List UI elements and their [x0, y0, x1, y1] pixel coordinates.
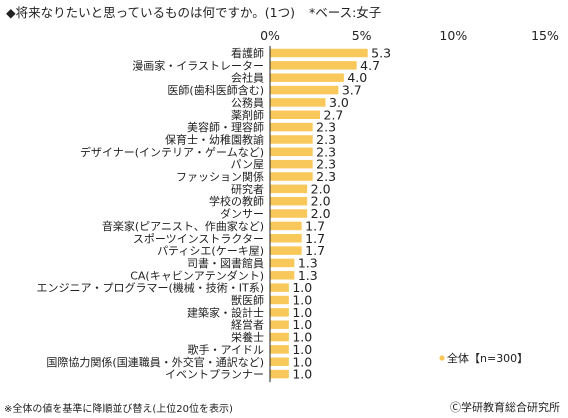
bar — [270, 308, 289, 317]
value-label: 1.0 — [292, 342, 312, 357]
category-label: パン屋 — [230, 158, 264, 171]
value-label: 2.3 — [316, 169, 336, 184]
bar — [270, 48, 368, 58]
category-label: スポーツインストラクター — [133, 232, 264, 245]
x-tick-label: 0% — [260, 28, 280, 43]
category-label: 獣医師 — [231, 293, 264, 307]
category-label: イベントプランナー — [165, 368, 264, 381]
value-label: 2.0 — [311, 181, 331, 196]
category-label: 会社員 — [231, 71, 264, 85]
value-label: 3.0 — [329, 95, 349, 110]
bar — [270, 122, 313, 132]
category-label: デザイナー(インテリア・ゲームなど) — [80, 145, 264, 159]
legend-marker — [439, 355, 445, 361]
value-label: 1.7 — [305, 243, 325, 258]
bar — [270, 85, 339, 95]
bar — [270, 135, 313, 144]
bar — [270, 98, 326, 107]
legend-label: 全体【n=300】 — [447, 351, 528, 365]
value-label: 2.3 — [316, 144, 336, 159]
bar — [270, 283, 289, 292]
bar — [270, 246, 302, 255]
category-label: 国際協力関係(国連職員・外交官・通訳など) — [46, 355, 264, 369]
bar — [270, 357, 289, 366]
value-label: 2.0 — [311, 206, 331, 221]
value-label: 2.7 — [324, 107, 344, 122]
bar — [270, 159, 313, 169]
bar — [270, 61, 357, 70]
category-label: 薬剤師 — [231, 108, 264, 122]
value-label: 2.3 — [316, 132, 336, 147]
value-label: 2.3 — [316, 120, 336, 135]
value-label: 4.7 — [360, 58, 380, 73]
x-tick-label: 15% — [531, 28, 559, 43]
footnote: ※全体の値を基準に降順並び替え(上位20位を表示) — [4, 404, 233, 415]
bar — [270, 345, 289, 354]
category-label: 学校の教師 — [209, 194, 264, 208]
category-label: 美容師・理容師 — [187, 120, 264, 134]
category-label: 歌手・アイドル — [188, 342, 264, 356]
bar — [270, 369, 289, 379]
value-label: 1.3 — [298, 268, 318, 283]
category-label: 栄養士 — [231, 330, 264, 344]
bar — [270, 110, 320, 119]
category-label: 建築家・設計士 — [187, 305, 264, 319]
value-label: 1.0 — [292, 330, 312, 345]
bar — [270, 258, 295, 268]
chart-title-row: ◆将来なりたいと思っているものは何ですか。(1つ) *ベース:女子 — [6, 5, 562, 21]
category-label: 公務員 — [231, 95, 264, 109]
bar — [270, 320, 289, 329]
category-label: 研究者 — [231, 182, 264, 196]
value-label: 1.7 — [305, 218, 325, 233]
value-label: 3.7 — [342, 83, 362, 98]
bar — [270, 332, 289, 342]
chart-subtitle: *ベース:女子 — [308, 5, 382, 20]
value-label: 1.0 — [292, 293, 312, 308]
bar — [270, 184, 308, 194]
chart-title: ◆将来なりたいと思っているものは何ですか。(1つ) — [6, 5, 295, 20]
category-label: 医師(歯科医師含む) — [167, 83, 264, 97]
bar — [270, 271, 295, 280]
value-label: 1.7 — [305, 231, 325, 246]
x-tick-label: 10% — [439, 28, 467, 43]
category-label: エンジニア・プログラマー(機械・技術・IT系) — [36, 281, 264, 295]
bar — [270, 295, 289, 305]
bar — [270, 172, 313, 181]
category-label: CA(キャビンアテンダント) — [130, 268, 264, 282]
bar — [270, 73, 344, 82]
copyright: Ⓒ学研教育総合研究所 — [450, 401, 560, 414]
value-label: 2.0 — [311, 194, 331, 209]
x-tick-label: 5% — [352, 28, 372, 43]
bar — [270, 234, 302, 243]
category-label: 音楽家(ピアニスト、作曲家など) — [102, 219, 264, 233]
value-label: 1.0 — [292, 305, 312, 320]
category-label: パティシエ(ケーキ屋) — [157, 245, 264, 258]
value-label: 1.0 — [292, 367, 312, 382]
value-label: 5.3 — [371, 46, 391, 61]
bar — [270, 209, 308, 218]
category-label: 司書・図書館員 — [187, 256, 264, 270]
category-label: ファッション関係 — [176, 171, 264, 184]
value-label: 1.0 — [292, 354, 312, 369]
bar — [270, 221, 302, 231]
value-label: 1.3 — [298, 255, 318, 270]
value-label: 4.0 — [347, 70, 367, 85]
value-label: 1.0 — [292, 317, 312, 332]
category-label: 看護師 — [231, 46, 264, 60]
category-label: 保育士・幼稚園教諭 — [165, 132, 264, 146]
category-label: ダンサー — [220, 207, 264, 221]
bar — [270, 196, 308, 206]
value-label: 1.0 — [292, 280, 312, 295]
category-label: 経営者 — [231, 318, 264, 332]
category-label: 漫画家・イラストレーター — [132, 58, 264, 72]
bar — [270, 147, 313, 157]
value-label: 2.3 — [316, 157, 336, 172]
